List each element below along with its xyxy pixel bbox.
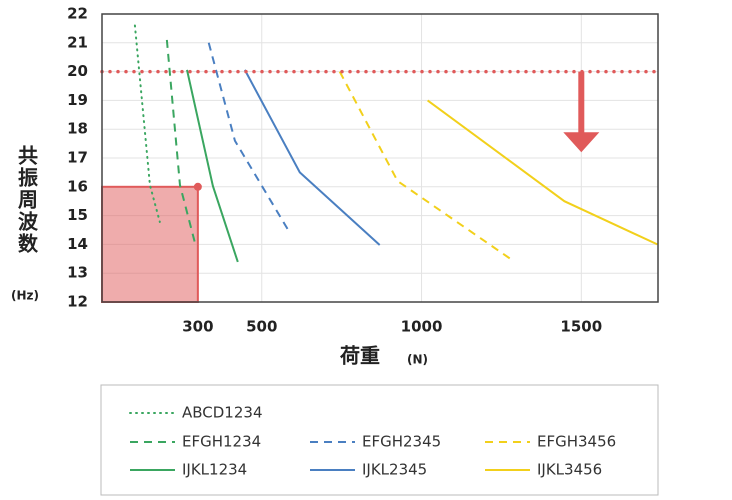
y-tick-label: 14	[67, 235, 88, 253]
y-tick-label: 18	[67, 120, 88, 138]
y-tick-label: 19	[67, 91, 88, 109]
highlight-region	[101, 185, 199, 303]
x-tick-label: 500	[246, 318, 277, 336]
legend-label: IJKL2345	[362, 461, 427, 479]
y-tick-label: 20	[67, 62, 88, 80]
x-axis-unit: (N)	[407, 353, 428, 367]
series-line	[165, 39, 196, 244]
y-tick-label: 17	[67, 149, 88, 167]
y-tick-label: 16	[67, 177, 88, 195]
y-axis-unit: (Hz)	[11, 289, 39, 303]
series-line	[243, 69, 381, 246]
y-tick-label: 13	[67, 264, 88, 282]
series-line	[207, 42, 291, 234]
x-tick-label: 1000	[401, 318, 443, 336]
y-tick-label: 22	[67, 5, 88, 23]
y-axis-label: 共振周波数	[15, 145, 39, 255]
x-tick-label: 300	[182, 318, 213, 336]
legend-label: EFGH2345	[362, 433, 441, 451]
series-line	[133, 24, 161, 223]
y-tick-label: 15	[67, 206, 88, 224]
series-line	[427, 99, 658, 246]
legend-label: IJKL3456	[537, 461, 602, 479]
y-tick-label: 12	[67, 293, 88, 311]
plot-frame	[101, 13, 659, 303]
x-tick-label: 1500	[560, 318, 602, 336]
y-tick-label: 21	[67, 33, 88, 51]
legend-label: EFGH1234	[182, 433, 261, 451]
highlight-point	[193, 182, 202, 191]
series-line	[186, 69, 239, 263]
legend-label: EFGH3456	[537, 433, 616, 451]
legend-label: ABCD1234	[182, 404, 263, 422]
arrow	[563, 71, 600, 153]
legend-label: IJKL1234	[182, 461, 247, 479]
legend-box	[100, 384, 659, 496]
x-axis-label: 荷重	[340, 344, 380, 368]
